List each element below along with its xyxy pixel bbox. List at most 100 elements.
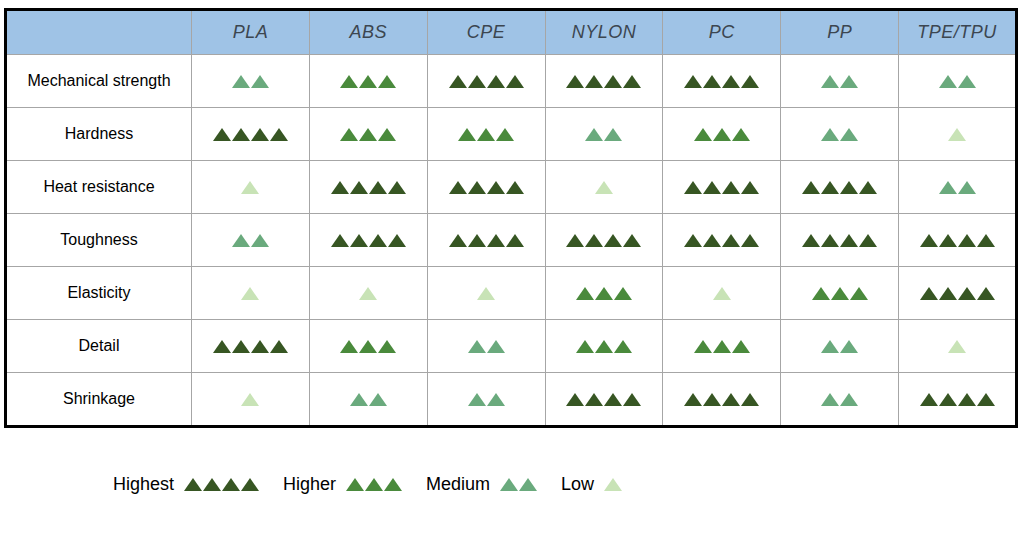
rating-cell — [309, 373, 427, 427]
rating-cell — [427, 214, 545, 267]
legend-label: Low — [561, 474, 594, 495]
table-row: Shrinkage — [6, 373, 1017, 427]
triangle-up-icon — [939, 393, 957, 406]
rating-cell — [545, 108, 663, 161]
rating-triangles-level-1 — [899, 128, 1015, 141]
rating-triangles-level-4 — [781, 234, 898, 247]
triangle-up-icon — [487, 340, 505, 353]
triangle-up-icon — [369, 234, 387, 247]
triangle-up-icon — [595, 340, 613, 353]
triangle-up-icon — [722, 234, 740, 247]
triangle-up-icon — [350, 393, 368, 406]
triangle-up-icon — [468, 340, 486, 353]
rating-cell — [309, 214, 427, 267]
triangle-up-icon — [812, 287, 830, 300]
legend-item-medium: Medium — [426, 474, 537, 495]
triangle-up-icon — [684, 393, 702, 406]
column-header-cpe: CPE — [427, 10, 545, 55]
rating-cell — [309, 320, 427, 373]
rating-triangles-level-4 — [899, 287, 1015, 300]
triangle-up-icon — [359, 128, 377, 141]
triangle-up-icon — [604, 75, 622, 88]
triangle-up-icon — [359, 75, 377, 88]
triangle-up-icon — [241, 393, 259, 406]
row-label-detail: Detail — [6, 320, 192, 373]
triangle-up-icon — [958, 234, 976, 247]
triangle-up-icon — [840, 393, 858, 406]
triangle-up-icon — [585, 75, 603, 88]
triangle-up-icon — [340, 340, 358, 353]
rating-triangles-level-2 — [781, 128, 898, 141]
rating-triangles-level-3 — [546, 287, 663, 300]
triangle-up-icon — [384, 478, 402, 491]
legend-item-higher: Higher — [283, 474, 402, 495]
triangle-up-icon — [977, 234, 995, 247]
row-label-heat-resistance: Heat resistance — [6, 161, 192, 214]
triangle-up-icon — [203, 478, 221, 491]
column-header-pp: PP — [781, 10, 899, 55]
triangle-up-icon — [821, 393, 839, 406]
triangle-up-icon — [585, 128, 603, 141]
triangle-up-icon — [458, 128, 476, 141]
triangle-up-icon — [595, 287, 613, 300]
rating-cell — [899, 55, 1017, 108]
triangle-up-icon — [251, 75, 269, 88]
table-row: Heat resistance — [6, 161, 1017, 214]
material-comparison-table: PLAABSCPENYLONPCPPTPE/TPU Mechanical str… — [4, 8, 1018, 428]
triangle-up-icon — [340, 128, 358, 141]
row-label-shrinkage: Shrinkage — [6, 373, 192, 427]
rating-triangles-level-2 — [546, 128, 663, 141]
rating-triangles-level-2 — [192, 234, 309, 247]
rating-triangles-level-2 — [428, 340, 545, 353]
table-row: Toughness — [6, 214, 1017, 267]
rating-legend: Highest Higher Medium Low — [113, 471, 646, 497]
rating-triangles-level-1 — [192, 181, 309, 194]
triangle-up-icon — [802, 234, 820, 247]
column-header-abs: ABS — [309, 10, 427, 55]
triangle-up-icon — [585, 393, 603, 406]
rating-triangles-level-1 — [192, 287, 309, 300]
triangle-up-icon — [684, 181, 702, 194]
triangle-up-icon — [840, 340, 858, 353]
rating-cell — [192, 55, 310, 108]
triangle-up-icon — [939, 287, 957, 300]
rating-cell — [545, 161, 663, 214]
rating-cell — [309, 55, 427, 108]
column-header-pc: PC — [663, 10, 781, 55]
triangle-up-icon — [350, 181, 368, 194]
rating-cell — [545, 55, 663, 108]
triangle-up-icon — [694, 340, 712, 353]
rating-cell — [781, 55, 899, 108]
triangle-up-icon — [977, 287, 995, 300]
rating-triangles-level-4 — [663, 181, 780, 194]
triangle-up-icon — [684, 234, 702, 247]
rating-cell — [192, 161, 310, 214]
rating-triangles-level-4 — [546, 75, 663, 88]
rating-triangles-level-4 — [663, 393, 780, 406]
rating-cell — [899, 267, 1017, 320]
rating-triangles-level-1 — [546, 181, 663, 194]
rating-triangles-level-2 — [500, 478, 537, 491]
triangle-up-icon — [487, 393, 505, 406]
triangle-up-icon — [506, 181, 524, 194]
triangle-up-icon — [487, 181, 505, 194]
triangle-up-icon — [958, 181, 976, 194]
rating-triangles-level-1 — [663, 287, 780, 300]
triangle-up-icon — [939, 75, 957, 88]
rating-cell — [545, 267, 663, 320]
rating-triangles-level-2 — [192, 75, 309, 88]
rating-cell — [663, 161, 781, 214]
triangle-up-icon — [251, 340, 269, 353]
rating-cell — [427, 320, 545, 373]
triangle-up-icon — [270, 340, 288, 353]
triangle-up-icon — [703, 234, 721, 247]
triangle-up-icon — [821, 340, 839, 353]
rating-cell — [427, 373, 545, 427]
rating-cell — [192, 214, 310, 267]
rating-triangles-level-1 — [899, 340, 1015, 353]
triangle-up-icon — [477, 128, 495, 141]
triangle-up-icon — [614, 287, 632, 300]
legend-label: Highest — [113, 474, 174, 495]
triangle-up-icon — [722, 75, 740, 88]
triangle-up-icon — [576, 340, 594, 353]
